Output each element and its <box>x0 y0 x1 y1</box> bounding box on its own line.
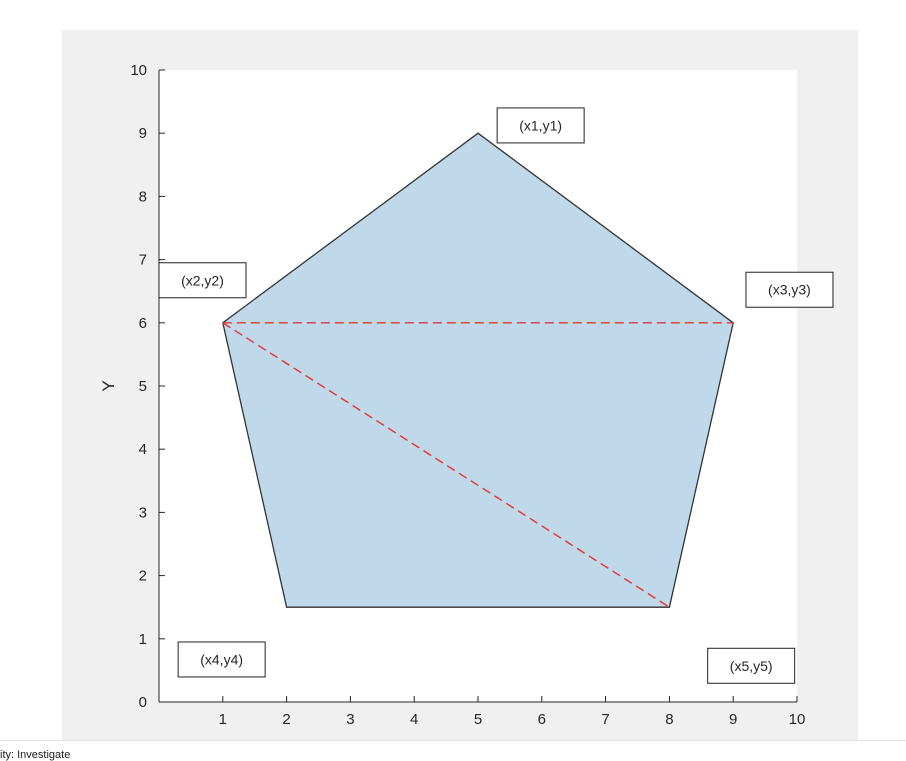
pentagon-area <box>222 132 734 608</box>
y-tick-label: 5 <box>139 378 147 395</box>
y-tick-label: 10 <box>130 62 147 79</box>
dashed-diagonal-2 <box>222 322 670 608</box>
annotation-frame <box>158 262 247 299</box>
y-tick-label: 6 <box>139 315 147 332</box>
annotation-label: (x2,y2) <box>181 272 224 288</box>
annotation-label: (x4,y4) <box>200 651 243 667</box>
y-tick-label: 8 <box>139 188 147 205</box>
figure-window: 1 2 3 4 5 6 7 8 9 10 0 1 2 3 4 5 6 7 8 9 10 (x1,y1) (x2,y2) (x… <box>62 30 858 740</box>
x-tick-label: 10 <box>789 711 806 728</box>
annotation-label: (x5,y5) <box>730 658 773 674</box>
chart-canvas: 1 2 3 4 5 6 7 8 9 10 0 1 2 3 4 5 6 7 8 9 10 (x1,y1) (x2,y2) (x… <box>99 62 834 740</box>
status-text: ity: Investigate <box>0 749 71 761</box>
x-tick-label: 5 <box>474 711 482 728</box>
annotation-label: (x1,y1) <box>519 117 562 133</box>
annotation-frame <box>177 641 266 678</box>
y-tick-label: 3 <box>139 504 147 521</box>
x-axis-label: X <box>473 739 484 740</box>
annotation-label: (x3,y3) <box>768 282 811 298</box>
annotation-frame <box>745 271 834 308</box>
status-bar: ity: Investigate <box>0 740 906 761</box>
annotation-frame <box>707 647 796 684</box>
annotation-box: (x2,y2) <box>158 262 247 299</box>
x-tick-label: 1 <box>219 711 227 728</box>
annotation-box: (x4,y4) <box>177 641 266 678</box>
annotation-box: (x1,y1) <box>496 107 585 144</box>
x-tick-label: 4 <box>410 711 418 728</box>
y-axis-label: Y <box>99 380 118 391</box>
y-tick-label: 7 <box>139 252 147 269</box>
x-tick-label: 3 <box>346 711 354 728</box>
y-tick-label: 1 <box>139 631 147 648</box>
x-tick-label: 2 <box>282 711 290 728</box>
y-tick-label: 9 <box>139 125 147 142</box>
y-tick-label: 2 <box>139 568 147 585</box>
annotation-box: (x3,y3) <box>745 271 834 308</box>
annotation-frame <box>496 107 585 144</box>
annotation-box: (x5,y5) <box>707 647 796 684</box>
y-tick-label: 0 <box>139 694 147 711</box>
x-tick-label: 6 <box>538 711 546 728</box>
y-tick-label: 4 <box>139 441 147 458</box>
x-tick-label: 7 <box>601 711 609 728</box>
x-tick-label: 9 <box>729 711 737 728</box>
x-tick-label: 8 <box>665 711 673 728</box>
